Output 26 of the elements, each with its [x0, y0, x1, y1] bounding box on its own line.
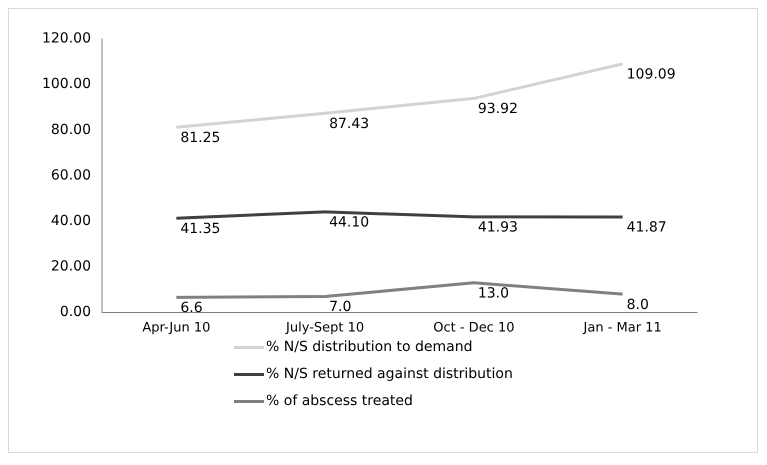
data-label: 7.0	[329, 299, 352, 316]
data-label: 93.92	[478, 101, 518, 118]
x-tick-label: Oct - Dec 10	[433, 320, 515, 336]
y-tick-label: 100.00	[42, 76, 91, 92]
y-tick-label: 60.00	[50, 167, 91, 184]
x-tick-label: July-Sept 10	[285, 320, 364, 336]
data-label: 87.43	[329, 116, 370, 132]
data-label: 109.09	[626, 66, 676, 82]
legend-label: % N/S distribution to demand	[266, 339, 472, 355]
data-label: 8.0	[626, 296, 649, 313]
x-tick-label: Jan - Mar 11	[582, 320, 662, 336]
x-tick-label: Apr-Jun 10	[142, 320, 210, 336]
data-label: 41.87	[626, 220, 667, 236]
data-label: 6.6	[180, 300, 203, 316]
y-tick-label: 80.00	[50, 122, 91, 138]
y-tick-label: 0.00	[60, 304, 91, 320]
data-label: 44.10	[329, 214, 370, 231]
y-tick-label: 20.00	[50, 258, 91, 274]
data-label: 81.25	[180, 130, 220, 146]
data-label: 41.93	[478, 220, 518, 236]
legend-label: % N/S returned against distribution	[266, 366, 513, 382]
y-tick-label: 120.00	[42, 30, 91, 47]
legend-label: % of abscess treated	[266, 393, 413, 409]
y-tick-label: 40.00	[50, 212, 91, 229]
data-label: 13.0	[478, 285, 510, 302]
data-label: 41.35	[180, 220, 220, 237]
